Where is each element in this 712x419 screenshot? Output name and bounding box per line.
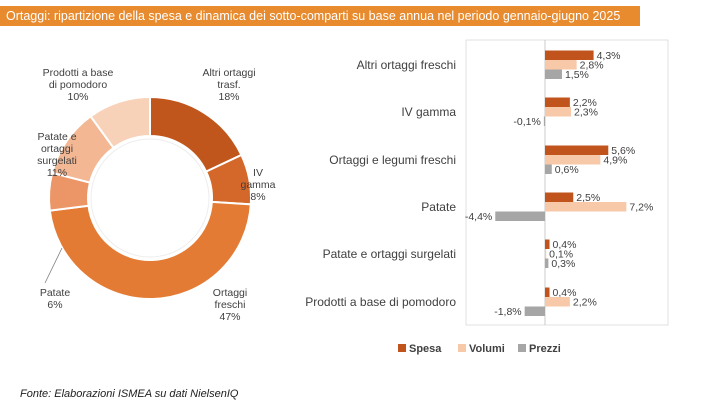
data-label-prezzi-iv-gamma: -0,1% (513, 116, 540, 128)
donut-label-ortaggi-freschi: Ortaggi freschi 47% (213, 287, 247, 323)
data-label-spesa-iv-gamma: 2,2% (573, 97, 597, 109)
data-label-volumi-ortaggi-e-legumi-freschi: 4,9% (603, 155, 627, 167)
chart-title: Ortaggi: ripartizione della spesa e dina… (0, 6, 640, 26)
data-label-spesa-prodotti-a-base-di-pomodoro: 0,4% (553, 287, 577, 299)
legend-label-spesa: Spesa (409, 343, 442, 355)
plot-frame (465, 39, 669, 326)
bar-spesa-prodotti-a-base-di-pomodoro (545, 287, 550, 297)
bar-volumi-iv-gamma (545, 107, 571, 117)
source-note: Fonte: Elaborazioni ISMEA su dati Nielse… (20, 388, 239, 400)
bar-volumi-prodotti-a-base-di-pomodoro (545, 297, 570, 307)
data-label-volumi-iv-gamma: 2,3% (574, 107, 598, 119)
donut-hole-ring (90, 138, 210, 258)
legend-swatch-volumi (458, 344, 466, 352)
donut-label-prodotti-a-base-di-pomodoro: Prodotti a base di pomodoro 10% (43, 67, 114, 103)
bar-spesa-patate-e-ortaggi-surgelati (545, 239, 550, 249)
data-label-spesa-altri-ortaggi-freschi: 4,3% (597, 50, 621, 62)
legend-label-prezzi: Prezzi (529, 343, 561, 355)
category-label-altri-ortaggi-freschi: Altri ortaggi freschi (357, 58, 456, 72)
data-label-volumi-patate: 7,2% (629, 202, 653, 214)
bar-prezzi-prodotti-a-base-di-pomodoro (524, 306, 545, 316)
bar-prezzi-iv-gamma (543, 116, 546, 126)
data-label-prezzi-altri-ortaggi-freschi: 1,5% (565, 69, 589, 81)
data-label-prezzi-patate-e-ortaggi-surgelati: 0,3% (551, 258, 575, 270)
donut-slice-prodotti-a-base-di-pomodoro (89, 95, 151, 150)
bar-volumi-patate-e-ortaggi-surgelati (545, 249, 547, 259)
donut-label-iv-gamma: IV gamma 8% (240, 167, 275, 203)
category-label-iv-gamma: IV gamma (401, 105, 456, 119)
bar-prezzi-ortaggi-e-legumi-freschi (545, 164, 552, 174)
bar-prezzi-patate (495, 211, 545, 221)
bar-spesa-altri-ortaggi-freschi (545, 50, 594, 60)
leader-line (44, 247, 63, 284)
category-label-patate-e-ortaggi-surgelati: Patate e ortaggi surgelati (323, 247, 456, 261)
data-label-volumi-altri-ortaggi-freschi: 2,8% (580, 60, 604, 72)
category-label-prodotti-a-base-di-pomodoro: Prodotti a base di pomodoro (305, 295, 456, 309)
donut-label-patate: Patate 6% (40, 287, 71, 311)
data-label-volumi-prodotti-a-base-di-pomodoro: 2,2% (573, 297, 597, 309)
data-label-prezzi-prodotti-a-base-di-pomodoro: -1,8% (494, 306, 521, 318)
data-label-volumi-patate-e-ortaggi-surgelati: 0,1% (549, 249, 573, 261)
data-label-spesa-patate-e-ortaggi-surgelati: 0,4% (553, 239, 577, 251)
legend-swatch-spesa (398, 344, 406, 352)
donut-slice-ortaggi-freschi (48, 200, 252, 300)
bar-spesa-patate (545, 192, 574, 202)
donut-chart: Altri ortaggi trasf. 18% IV gamma 8% Ortaggi fr… (37, 67, 276, 323)
bar-prezzi-altri-ortaggi-freschi (545, 69, 562, 79)
category-label-patate: Patate (421, 200, 456, 214)
donut-label-patate-e-ortaggi-surgelati: Patate e ortaggi surgelati 11% (37, 131, 77, 179)
legend-label-volumi: Volumi (469, 343, 505, 355)
category-label-ortaggi-e-legumi-freschi: Ortaggi e legumi freschi (329, 153, 456, 167)
data-label-spesa-patate: 2,5% (576, 192, 600, 204)
bar-chart: Altri ortaggi freschi 4,3%2,8%1,5% IV gamm… (305, 39, 669, 355)
donut-hole (89, 137, 211, 259)
donut-label-altri-ortaggi-trasf: Altri ortaggi trasf. 18% (202, 67, 255, 103)
bar-spesa-iv-gamma (545, 97, 570, 107)
data-label-prezzi-patate: -4,4% (465, 211, 492, 223)
bar-volumi-ortaggi-e-legumi-freschi (545, 155, 601, 165)
bar-prezzi-patate-e-ortaggi-surgelati (545, 258, 549, 268)
data-label-spesa-ortaggi-e-legumi-freschi: 5,6% (611, 145, 635, 157)
data-label-prezzi-ortaggi-e-legumi-freschi: 0,6% (555, 164, 579, 176)
bar-volumi-altri-ortaggi-freschi (545, 60, 577, 70)
bar-spesa-ortaggi-e-legumi-freschi (545, 145, 609, 155)
bar-volumi-patate (545, 202, 627, 212)
legend-swatch-prezzi (518, 344, 526, 352)
